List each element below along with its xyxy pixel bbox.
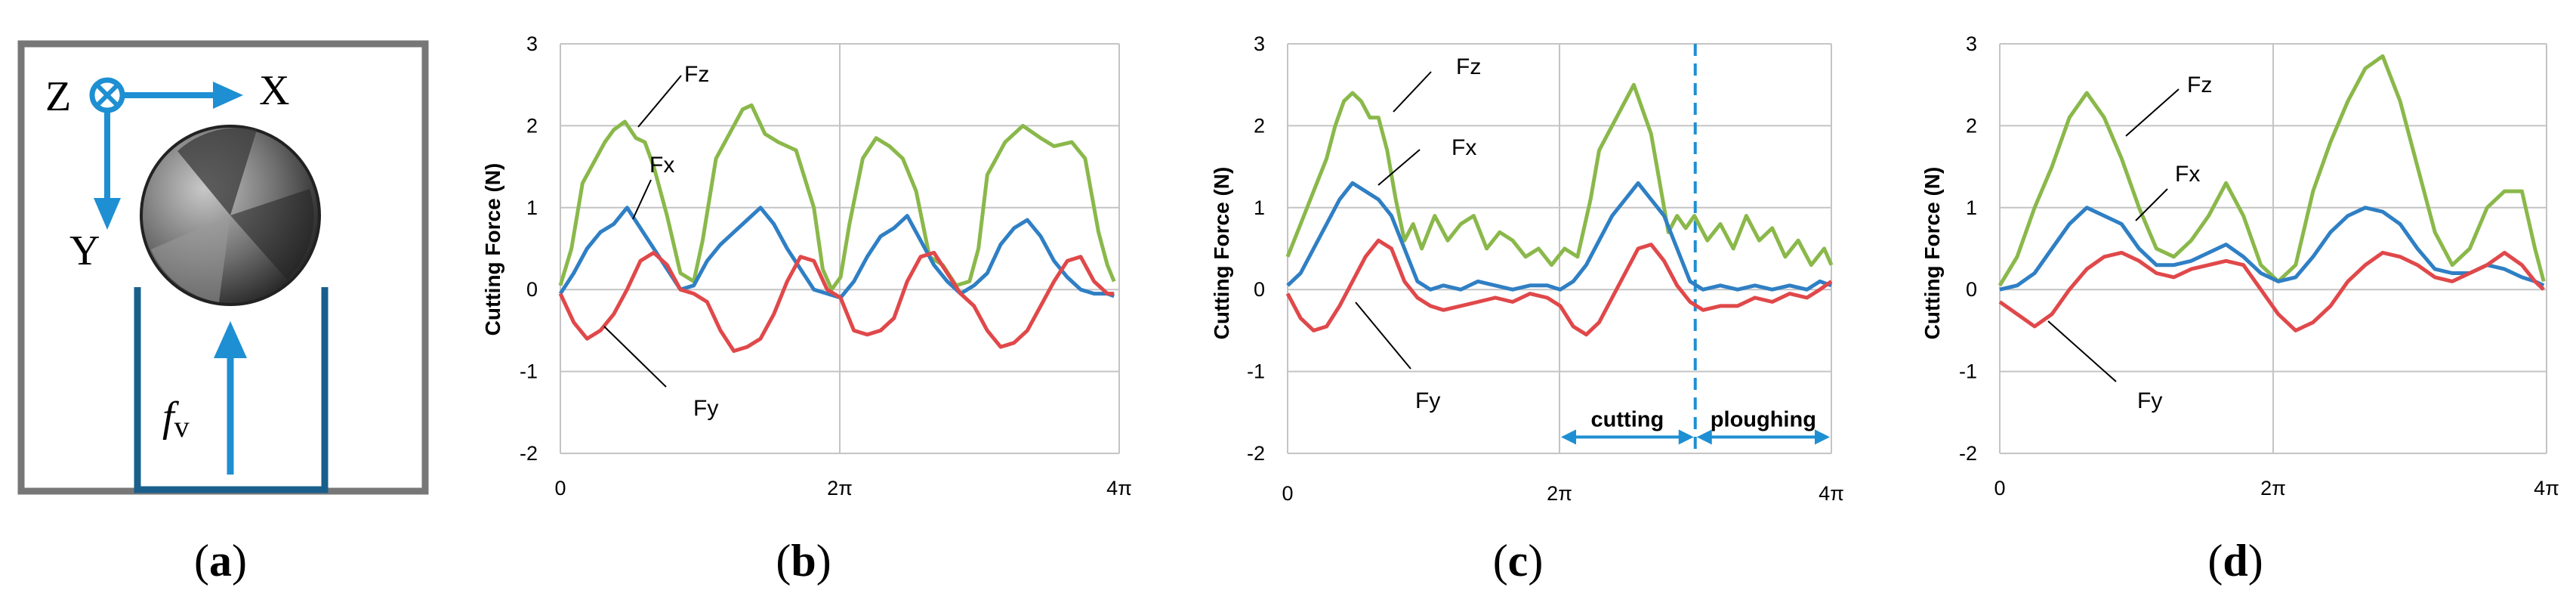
region-arrow-head-left-icon	[1696, 429, 1712, 445]
cutting-region-label: cutting	[1591, 407, 1664, 431]
ytick: 1	[1966, 196, 1977, 219]
ytick: 3	[526, 32, 538, 55]
chart-d-plot	[1998, 43, 2547, 454]
panel-label-a: (a)	[194, 536, 247, 586]
ytick: -2	[1247, 442, 1265, 465]
chart-c-ylabel: Cutting Force (N)	[1210, 167, 1233, 340]
ytick: -1	[520, 360, 538, 383]
chart-c-yticks: 3 2 1 0 -1 -2	[1247, 32, 1265, 465]
callout-line	[2047, 320, 2117, 382]
series-line-fx	[1999, 206, 2545, 292]
xtick: 2π	[1547, 482, 1572, 505]
callout-line	[2135, 188, 2168, 221]
series-line-fz	[558, 103, 1116, 292]
xtick: 2π	[827, 477, 853, 499]
callout-fy: Fy	[2137, 388, 2162, 413]
ploughing-region-label: ploughing	[1711, 407, 1816, 431]
x-arrow-head-icon	[213, 82, 243, 109]
chart-d: Cutting Force (N) 3 2 1 0 -1 -2 0 2π 4π …	[1920, 32, 2559, 499]
chart-d-callouts: Fz Fx Fy	[2047, 73, 2212, 413]
callout-line	[603, 326, 667, 388]
chart-b-ylabel: Cutting Force (N)	[481, 163, 504, 336]
xtick: 4π	[1106, 477, 1132, 499]
chart-b-plot	[558, 43, 1120, 454]
panel-a-diagram: Z X Y fv	[17, 40, 429, 495]
callout-line	[637, 75, 682, 128]
ytick: -2	[1959, 442, 1977, 465]
y-arrow-head-icon	[94, 198, 121, 230]
series-line-fy	[558, 250, 1115, 353]
region-arrow-head-right-icon	[1678, 429, 1694, 445]
callout-line	[2125, 88, 2180, 137]
xtick: 4π	[2534, 477, 2559, 499]
panel-letter-d: d	[2223, 536, 2247, 586]
chart-b-yticks: 3 2 1 0 -1 -2	[520, 32, 538, 465]
ytick: 0	[1966, 278, 1977, 301]
chart-c-xticks: 0 2π 4π	[1282, 482, 1843, 505]
callout-line	[1355, 302, 1411, 370]
series-line-fx	[1286, 181, 1832, 292]
chart-c-plot	[1285, 43, 1834, 454]
callout-line	[1377, 149, 1421, 186]
xtick: 0	[1282, 482, 1293, 505]
callout-fz: Fz	[1456, 54, 1481, 79]
panel-letter-a: a	[209, 536, 232, 586]
ytick: 0	[526, 278, 538, 301]
xtick: 2π	[2260, 477, 2286, 499]
callout-fx: Fx	[649, 153, 674, 178]
chart-c: Cutting Force (N) 3 2 1 0 -1 -2 0 2π 4π …	[1210, 32, 1844, 505]
ytick: 2	[1966, 114, 1977, 137]
xtick: 4π	[1819, 482, 1844, 505]
region-arrow-head-right-icon	[1815, 429, 1830, 445]
ytick: 1	[526, 196, 538, 219]
ytick: 2	[1254, 114, 1265, 137]
ytick: -2	[520, 442, 538, 465]
panel-letter-c: c	[1508, 536, 1529, 586]
chart-d-yticks: 3 2 1 0 -1 -2	[1959, 32, 1977, 465]
chart-b-callouts: Fz Fx Fy	[603, 62, 718, 421]
tool-path-outline	[134, 287, 329, 493]
chart-c-regions: cutting ploughing	[1570, 407, 1821, 439]
ball-end-mill-icon	[140, 125, 321, 306]
series-line-fy	[1998, 250, 2545, 332]
callout-fz: Fz	[2187, 73, 2212, 97]
callout-line	[1393, 71, 1432, 113]
xtick: 0	[1994, 477, 2005, 499]
panel-label-c: (c)	[1493, 536, 1544, 586]
z-cross-b	[94, 82, 120, 108]
ytick: -1	[1247, 360, 1265, 383]
series-line-fz	[1285, 82, 1834, 267]
feed-subscript: v	[174, 410, 190, 444]
panel-label-d: (d)	[2207, 536, 2263, 586]
ytick: 1	[1254, 196, 1265, 219]
axis-y-label: Y	[69, 227, 100, 274]
axis-x-label: X	[259, 67, 289, 114]
xtick: 0	[554, 477, 566, 499]
callout-fx: Fx	[2175, 162, 2200, 187]
series-line-fz	[1998, 54, 2546, 287]
chart-d-xticks: 0 2π 4π	[1994, 477, 2559, 499]
ytick: 0	[1254, 278, 1265, 301]
chart-b-xticks: 0 2π 4π	[554, 477, 1131, 499]
feed-arrow-head-icon	[214, 321, 247, 358]
panel-letter-b: b	[791, 536, 816, 586]
axis-z-label: Z	[45, 73, 71, 120]
ytick: -1	[1959, 360, 1977, 383]
ytick: 3	[1254, 32, 1265, 55]
feed-label: fv	[162, 394, 190, 444]
callout-fz: Fz	[684, 62, 709, 87]
callout-line	[632, 179, 652, 220]
ytick: 2	[526, 114, 538, 137]
chart-c-callouts: Fz Fx Fy	[1355, 54, 1481, 413]
region-arrow-head-left-icon	[1561, 429, 1576, 445]
chart-d-ylabel: Cutting Force (N)	[1920, 167, 1944, 340]
callout-fy: Fy	[1415, 388, 1440, 413]
callout-fy: Fy	[693, 396, 718, 421]
callout-fx: Fx	[1452, 135, 1476, 160]
ytick: 3	[1966, 32, 1977, 55]
series-line-fy	[1285, 238, 1833, 337]
chart-b: Cutting Force (N) 3 2 1 0 -1 -2 0 2π 4π …	[481, 32, 1132, 499]
panel-label-b: (b)	[776, 536, 831, 586]
